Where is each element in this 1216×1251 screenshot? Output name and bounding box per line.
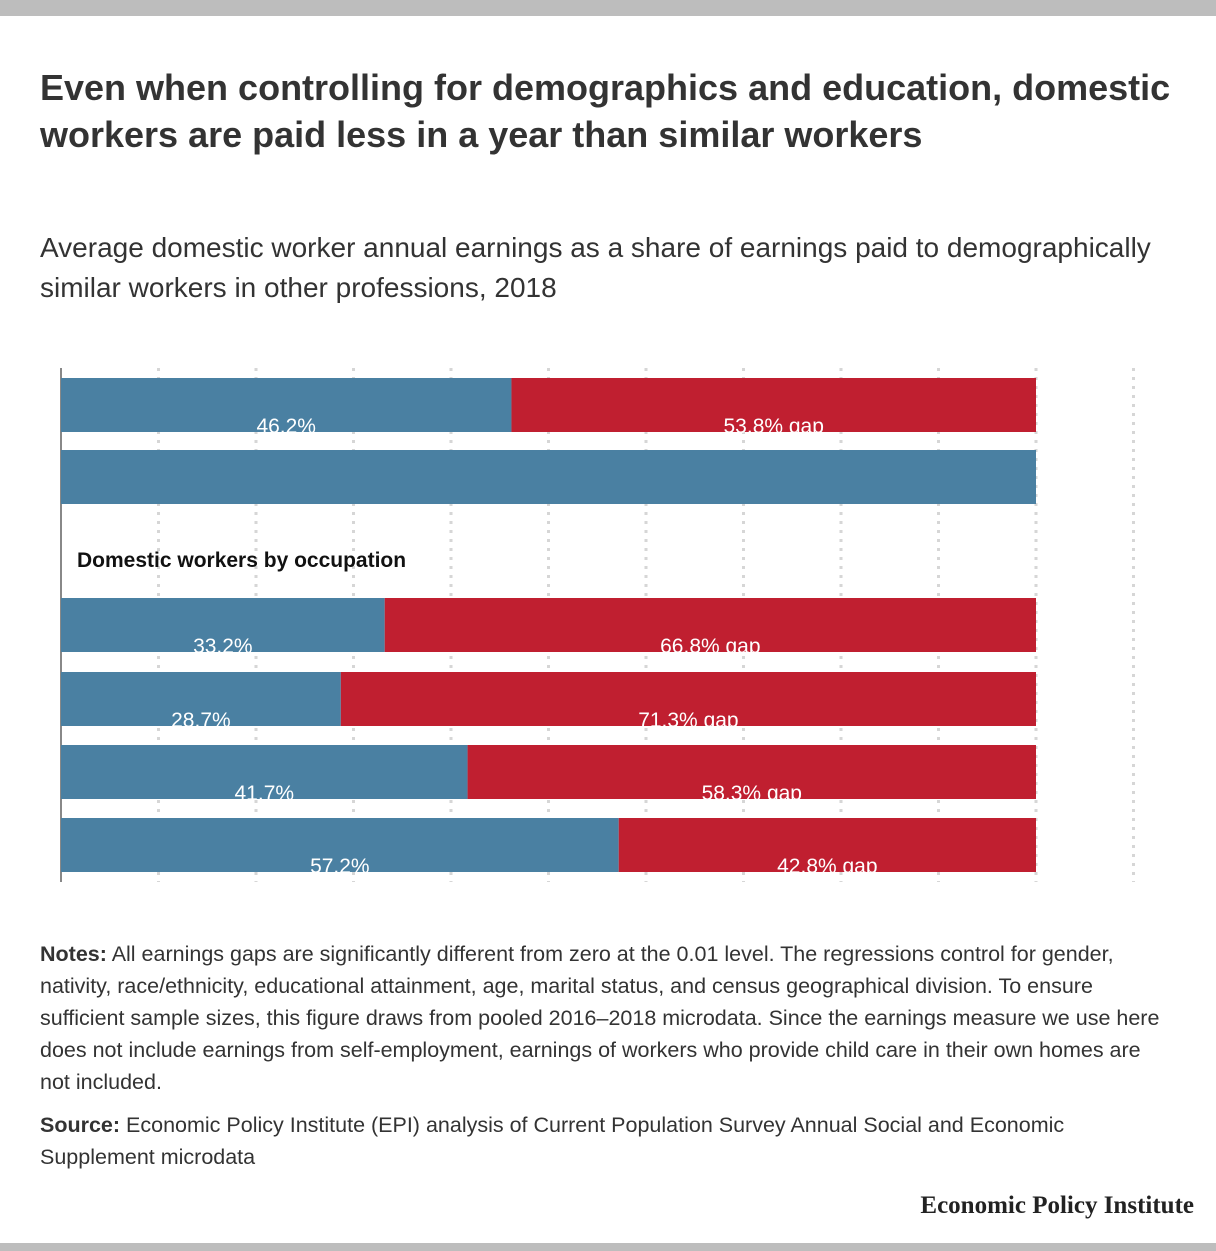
stacked-bar-chart: Domestic workers by occupation 46.2% 53.8%… xyxy=(60,368,1135,882)
gap-label: 53.8% gap xyxy=(724,415,824,438)
chart-title: Even when controlling for demographics a… xyxy=(40,67,1171,155)
chart-subtitle: Average domestic worker annual earnings … xyxy=(40,232,1151,303)
brand-logo: Economic Policy Institute xyxy=(920,1192,1194,1219)
bottom-border xyxy=(0,1243,1216,1251)
gap-label: 66.8% gap xyxy=(660,635,760,658)
share-label: 28.7% xyxy=(171,709,231,732)
section-label: Domestic workers by occupation xyxy=(77,549,406,572)
source-text: Economic Policy Institute (EPI) analysis… xyxy=(40,1113,1065,1169)
notes: Notes: All earnings gaps are significant… xyxy=(40,938,1170,1098)
notes-label: Notes: xyxy=(40,942,107,966)
bar-share xyxy=(61,672,341,726)
bar-share xyxy=(61,818,619,872)
bar-gap xyxy=(467,745,1036,799)
share-label: 57.2% xyxy=(310,855,370,878)
top-border xyxy=(0,0,1216,16)
gap-label: 42.8% gap xyxy=(777,855,877,878)
source: Source: Economic Policy Institute (EPI) … xyxy=(40,1109,1170,1173)
bar-share xyxy=(61,745,468,799)
share-label: 33.2% xyxy=(193,635,253,658)
share-label: 46.2% xyxy=(256,415,316,438)
bar-gap xyxy=(384,598,1036,652)
bar-gap xyxy=(618,818,1036,872)
gap-label: 58.3% gap xyxy=(702,782,802,805)
share-label: 41.7% xyxy=(235,782,295,805)
bar-gap xyxy=(340,672,1036,726)
bar-share xyxy=(61,378,512,432)
bar-gap xyxy=(511,378,1036,432)
notes-text: All earnings gaps are significantly diff… xyxy=(40,942,1160,1094)
source-label: Source: xyxy=(40,1113,121,1137)
gap-label: 71.3% gap xyxy=(638,709,738,732)
bar-share xyxy=(61,598,385,652)
bar-share xyxy=(61,450,1036,504)
